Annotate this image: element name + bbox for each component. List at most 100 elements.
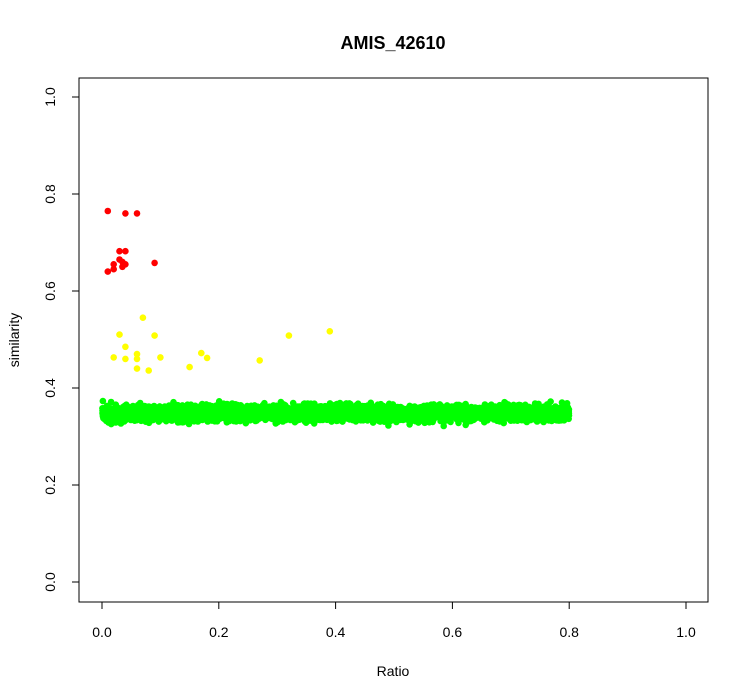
data-point	[413, 406, 420, 414]
data-point	[353, 410, 361, 417]
data-point	[121, 402, 128, 410]
data-point	[547, 398, 554, 405]
data-point	[406, 421, 413, 428]
data-point	[140, 406, 147, 414]
data-point	[106, 418, 114, 426]
data-point	[110, 261, 117, 268]
data-point	[315, 415, 323, 423]
data-point	[142, 418, 149, 426]
data-point	[512, 407, 519, 414]
data-point	[348, 414, 355, 421]
data-point	[116, 247, 123, 255]
data-point	[503, 411, 511, 419]
data-point	[261, 399, 268, 407]
data-point	[426, 412, 434, 419]
data-point	[151, 259, 158, 267]
data-point	[125, 413, 132, 421]
x-tick-label: 0.6	[443, 624, 463, 640]
data-point	[220, 400, 227, 408]
data-point	[439, 417, 447, 425]
data-point	[394, 408, 402, 415]
data-point	[385, 400, 393, 408]
y-tick-label: 0.0	[42, 572, 58, 592]
data-point	[464, 408, 472, 415]
data-point	[120, 409, 128, 417]
data-point	[311, 400, 318, 408]
data-point	[122, 343, 129, 351]
data-point	[122, 355, 129, 363]
data-point	[546, 413, 553, 420]
data-point	[562, 414, 569, 421]
data-point	[193, 409, 200, 417]
data-point	[437, 410, 444, 418]
data-point	[304, 400, 312, 407]
y-axis: 0.0 0.2 0.4 0.6 0.8 1.0	[42, 87, 80, 592]
chart-title: AMIS_42610	[340, 33, 445, 53]
data-point	[266, 403, 273, 411]
data-point	[239, 408, 247, 415]
data-point	[440, 422, 448, 430]
data-point	[186, 363, 193, 371]
y-axis-label: similarity	[6, 313, 22, 367]
data-point	[540, 408, 548, 416]
data-point	[210, 407, 217, 415]
data-point	[347, 400, 354, 408]
data-point	[285, 332, 293, 339]
x-tick-label: 1.0	[676, 624, 696, 640]
data-point	[342, 413, 350, 420]
data-point	[168, 417, 176, 424]
x-axis: 0.0 0.2 0.4 0.6 0.8 1.0	[92, 601, 696, 640]
data-point	[497, 412, 504, 420]
data-point	[300, 410, 308, 418]
data-point	[406, 410, 414, 418]
data-point	[148, 410, 155, 418]
data-point	[480, 406, 488, 414]
data-point	[378, 406, 385, 414]
x-axis-label: Ratio	[377, 663, 410, 679]
data-point	[133, 210, 141, 217]
y-tick-label: 0.6	[42, 281, 58, 301]
data-point	[295, 408, 302, 415]
data-point	[413, 415, 421, 423]
data-point	[326, 328, 334, 335]
data-point	[256, 357, 264, 364]
data-point	[293, 417, 300, 424]
x-tick-label: 0.8	[559, 624, 579, 640]
data-point	[104, 268, 112, 275]
data-point	[325, 407, 332, 415]
data-point	[110, 265, 117, 273]
data-point	[198, 349, 205, 357]
data-point	[164, 408, 171, 415]
data-point	[556, 414, 563, 422]
x-tick-label: 0.2	[209, 624, 229, 640]
data-point	[314, 408, 322, 416]
data-point	[277, 398, 285, 406]
data-point	[306, 416, 313, 424]
data-point	[481, 415, 488, 422]
data-point	[116, 331, 123, 338]
data-point	[204, 418, 211, 425]
data-point	[276, 414, 284, 421]
data-point	[178, 409, 186, 417]
data-point	[104, 207, 112, 215]
data-point	[99, 397, 107, 405]
data-point	[534, 405, 542, 412]
data-point	[283, 413, 291, 420]
data-point	[419, 404, 427, 412]
data-point	[211, 418, 219, 425]
data-point	[204, 410, 211, 417]
data-point	[139, 314, 147, 322]
data-point	[431, 406, 439, 414]
data-point	[519, 415, 526, 422]
data-point	[501, 398, 508, 406]
data-point	[145, 367, 152, 374]
data-point	[552, 406, 560, 414]
data-point	[133, 365, 141, 372]
data-point	[397, 416, 404, 424]
data-point	[114, 418, 122, 426]
data-point	[488, 411, 496, 419]
data-point	[133, 355, 141, 363]
data-point	[110, 354, 117, 361]
data-point	[404, 405, 412, 412]
